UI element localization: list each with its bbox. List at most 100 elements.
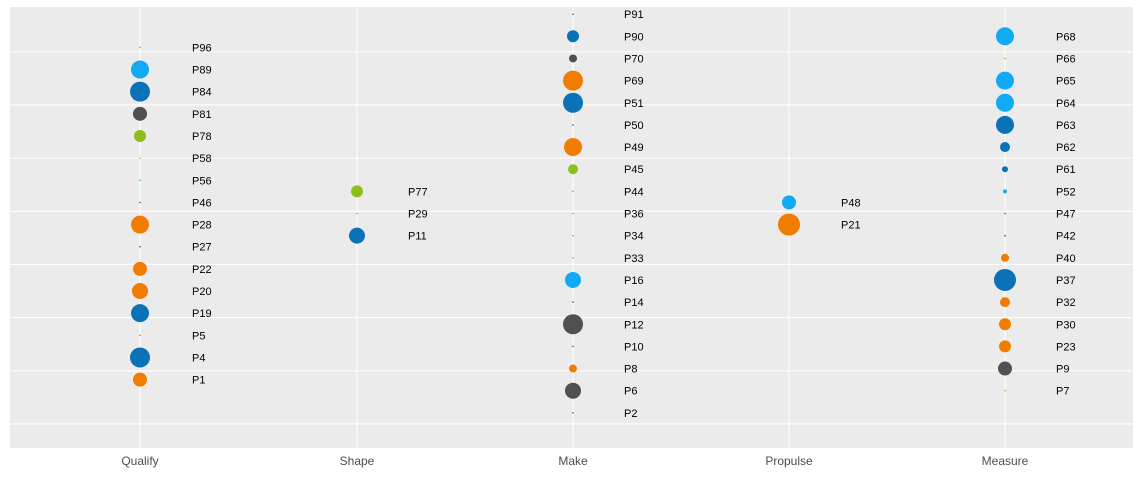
x-tick-label-make: Make (558, 454, 588, 468)
point-label-p63: P63 (1056, 120, 1076, 132)
data-points (130, 13, 1016, 414)
point-label-p49: P49 (624, 142, 644, 154)
point-label-p96: P96 (192, 42, 212, 54)
data-point-p30 (999, 318, 1011, 331)
x-tick-label-qualify: Qualify (121, 454, 158, 468)
x-tick-label-propulse: Propulse (765, 454, 813, 468)
point-label-p84: P84 (192, 87, 212, 99)
point-label-p51: P51 (624, 98, 644, 110)
point-label-p34: P34 (624, 231, 644, 243)
point-label-p78: P78 (192, 131, 212, 143)
point-label-p19: P19 (192, 308, 212, 320)
data-point-p78 (134, 129, 146, 142)
data-point-p19 (131, 304, 149, 323)
point-label-p69: P69 (624, 76, 644, 88)
data-point-p12 (563, 314, 583, 335)
data-point-p11 (349, 227, 365, 244)
data-point-p8 (569, 364, 577, 373)
point-label-p36: P36 (624, 209, 644, 221)
point-label-p44: P44 (624, 186, 644, 198)
data-point-p4 (130, 347, 150, 368)
data-point-p1 (133, 372, 147, 387)
data-point-p40 (1001, 253, 1009, 262)
data-point-p90 (567, 30, 579, 43)
data-point-p2 (572, 412, 574, 414)
point-label-p4: P4 (192, 352, 205, 364)
point-label-p33: P33 (624, 253, 644, 265)
point-label-p21: P21 (841, 220, 861, 232)
point-label-p1: P1 (192, 375, 205, 387)
point-label-p46: P46 (192, 197, 212, 209)
point-label-p40: P40 (1056, 253, 1076, 265)
data-point-p52 (1003, 189, 1007, 194)
data-point-p89 (131, 60, 149, 79)
data-point-p46 (139, 201, 141, 204)
point-label-p70: P70 (624, 53, 644, 65)
data-point-p7 (1004, 389, 1006, 392)
x-tick-label-measure: Measure (982, 454, 1029, 468)
data-point-p50 (572, 124, 574, 126)
point-label-p65: P65 (1056, 76, 1076, 88)
data-point-p6 (565, 382, 581, 399)
point-label-p11: P11 (408, 231, 427, 243)
point-label-p77: P77 (408, 186, 428, 198)
point-label-p2: P2 (624, 408, 637, 420)
data-point-p64 (996, 93, 1014, 112)
data-point-p34 (572, 234, 574, 237)
data-point-p20 (132, 283, 148, 300)
data-point-p91 (572, 13, 574, 15)
point-label-p61: P61 (1056, 164, 1076, 176)
data-point-p48 (782, 195, 796, 210)
point-label-p12: P12 (624, 319, 644, 331)
x-tick-label-shape: Shape (340, 454, 375, 468)
point-label-p45: P45 (624, 164, 644, 176)
data-point-p23 (999, 340, 1011, 353)
point-label-p14: P14 (624, 297, 644, 309)
point-label-p62: P62 (1056, 142, 1076, 154)
data-point-p63 (996, 115, 1014, 134)
data-point-p49 (564, 138, 582, 157)
data-point-p33 (572, 257, 574, 259)
data-point-p58 (139, 157, 141, 159)
data-point-p81 (133, 106, 147, 121)
point-label-p37: P37 (1056, 275, 1076, 287)
data-point-p44 (572, 190, 574, 193)
data-point-p66 (1004, 57, 1006, 60)
point-label-p52: P52 (1056, 186, 1076, 198)
data-point-p65 (996, 71, 1014, 90)
point-label-p48: P48 (841, 197, 861, 209)
data-point-p42 (1004, 234, 1006, 237)
point-label-p28: P28 (192, 220, 212, 232)
point-label-p8: P8 (624, 364, 637, 376)
point-label-p50: P50 (624, 120, 644, 132)
data-point-p16 (565, 271, 581, 288)
point-label-p91: P91 (624, 9, 644, 21)
point-label-p29: P29 (408, 209, 428, 221)
point-label-p30: P30 (1056, 319, 1076, 331)
point-label-p89: P89 (192, 65, 212, 77)
data-point-p45 (568, 164, 578, 175)
data-point-p29 (356, 212, 358, 215)
data-point-p84 (130, 81, 150, 102)
data-point-p37 (994, 268, 1016, 291)
data-point-p21 (778, 213, 800, 236)
x-axis-ticks: Qualify Shape Make Propulse Measure (121, 454, 1028, 468)
point-label-p5: P5 (192, 330, 205, 342)
data-point-p22 (133, 261, 147, 276)
point-label-p20: P20 (192, 286, 212, 298)
data-point-p9 (998, 361, 1012, 376)
data-point-p14 (572, 301, 574, 303)
point-label-p90: P90 (624, 31, 644, 43)
point-label-p81: P81 (192, 109, 212, 121)
data-point-p28 (131, 215, 149, 234)
point-label-p56: P56 (192, 175, 212, 187)
data-point-p70 (569, 54, 577, 63)
data-point-p68 (996, 27, 1014, 46)
data-point-p61 (1002, 166, 1008, 173)
point-label-p9: P9 (1056, 364, 1069, 376)
point-label-p68: P68 (1056, 31, 1076, 43)
point-label-p7: P7 (1056, 386, 1069, 398)
data-point-p69 (563, 70, 583, 91)
